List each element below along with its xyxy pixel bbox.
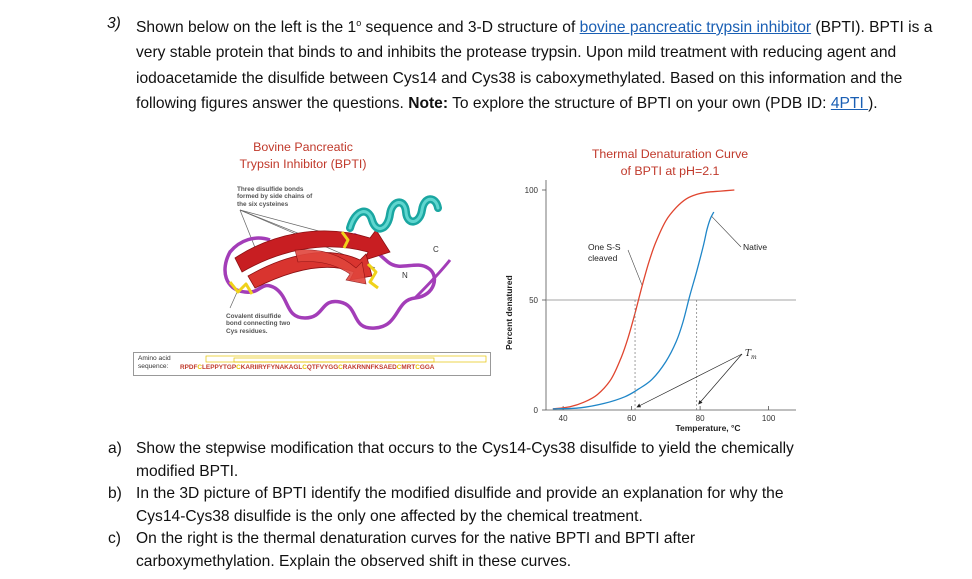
sequence-segment: MRT bbox=[401, 364, 416, 371]
subquestion-a-line2: modified BPTI. bbox=[136, 462, 239, 480]
intro-text-4: To explore the structure of BPTI on your… bbox=[448, 94, 831, 112]
sequence-segment: GGA bbox=[419, 364, 435, 371]
intro-text-1: Shown below on the left is the 1 bbox=[136, 19, 357, 37]
x-tick-label: 80 bbox=[696, 414, 705, 423]
structure-title-line1: Bovine Pancreatic bbox=[253, 140, 353, 154]
intro-text-5: ). bbox=[868, 94, 878, 112]
y-tick-label: 100 bbox=[525, 186, 539, 195]
intro-text-3: (BPTI). BPTI is a very stable protein th… bbox=[136, 19, 933, 112]
subquestion-c-line1: On the right is the thermal denaturation… bbox=[136, 530, 696, 547]
bpti-link[interactable]: bovine pancreatic trypsin inhibitor bbox=[579, 19, 812, 37]
callout-disulfide-bonds: Three disulfide bonds formed by side cha… bbox=[237, 186, 313, 208]
chart-title-line2: of BPTI at pH=2.1 bbox=[621, 164, 720, 178]
question-intro: Shown below on the left is the 1o sequen… bbox=[136, 11, 956, 116]
x-tick-label: 60 bbox=[627, 414, 636, 423]
sequence-segment: RPDF bbox=[180, 364, 198, 371]
y-tick-label: 0 bbox=[534, 406, 539, 415]
y-axis-label: Percent denatured bbox=[504, 275, 514, 350]
series-label-leader bbox=[627, 249, 643, 285]
n-terminus-label: N bbox=[402, 271, 408, 280]
subquestion-b-letter: b) bbox=[108, 485, 122, 502]
series-line-native bbox=[552, 211, 715, 410]
sequence-box: Amino acid sequence: RPDFCLEPPYTGPCKARII… bbox=[133, 352, 491, 376]
chart-axes: 0 50 100 40 60 80 100 bbox=[525, 180, 796, 423]
series-label-leader bbox=[711, 216, 742, 248]
series-label-one-ss-line1: One S-S bbox=[588, 242, 621, 252]
cysteine-residue: C bbox=[396, 364, 402, 371]
subquestion-b-line2: Cys14-Cys38 disulfide is the only one af… bbox=[136, 507, 643, 525]
intro-text-2: sequence and 3-D structure of bbox=[361, 19, 580, 37]
subquestion-a-letter: a) bbox=[108, 440, 122, 457]
series-label-one-ss-line2: cleaved bbox=[588, 253, 618, 263]
sequence-segment: LEPPYTGP bbox=[202, 364, 237, 371]
tm-arrow bbox=[698, 353, 743, 405]
tm-arrow bbox=[636, 353, 743, 408]
series-label-native: Native bbox=[743, 242, 767, 252]
structure-figure-title: Bovine Pancreatic Trypsin Inhibitor (BPT… bbox=[218, 139, 388, 173]
question-number: 3) bbox=[107, 15, 121, 32]
subquestion-c-line2: carboxymethylation. Explain the observed… bbox=[136, 552, 572, 570]
note-label: Note: bbox=[408, 94, 449, 112]
bpti-ribbon-structure: C N bbox=[223, 195, 452, 330]
subquestion-a-line1: Show the stepwise modification that occu… bbox=[136, 440, 794, 457]
cysteine-residue: C bbox=[236, 364, 241, 371]
y-tick-label: 50 bbox=[529, 296, 538, 305]
series-line-one-ss-cleaved bbox=[552, 189, 735, 410]
thermal-denaturation-chart: Thermal Denaturation Curve of BPTI at pH… bbox=[504, 147, 796, 433]
pdb-link[interactable]: 4PTI bbox=[830, 94, 869, 112]
subquestion-b-line1: In the 3D picture of BPTI identify the m… bbox=[136, 485, 784, 502]
structure-title-line2: Trypsin Inhibitor (BPTI) bbox=[239, 157, 367, 171]
x-tick-label: 100 bbox=[762, 414, 776, 423]
subquestion-c-letter: c) bbox=[108, 530, 121, 547]
degree-superscript: o bbox=[356, 18, 362, 28]
x-axis-label: Temperature, °C bbox=[675, 423, 740, 433]
cysteine-residue: C bbox=[415, 364, 420, 371]
disulfide-connector-lines bbox=[205, 355, 487, 363]
callout-covalent-bond: Covalent disulfide bond connecting two C… bbox=[226, 313, 291, 335]
chart-title-line1: Thermal Denaturation Curve bbox=[592, 147, 748, 161]
c-terminus-label: C bbox=[433, 245, 439, 254]
amino-acid-sequence: RPDFCLEPPYTGPCKARIIRYFYNAKAGLCQTFVYGGCRA… bbox=[180, 364, 434, 371]
sequence-segment: QTFVYGG bbox=[306, 364, 339, 371]
cysteine-residue: C bbox=[338, 364, 343, 371]
tm-label-subscript: m bbox=[751, 354, 757, 361]
sequence-segment: RAKRNNFKSAED bbox=[342, 364, 397, 371]
sequence-label: Amino acid sequence: bbox=[138, 355, 171, 370]
tm-label: T bbox=[745, 349, 752, 359]
cysteine-residue: C bbox=[302, 364, 307, 371]
cysteine-residue: C bbox=[197, 364, 203, 371]
x-tick-label: 40 bbox=[559, 414, 568, 423]
sequence-segment: KARIIRYFYNAKAGL bbox=[240, 364, 303, 371]
